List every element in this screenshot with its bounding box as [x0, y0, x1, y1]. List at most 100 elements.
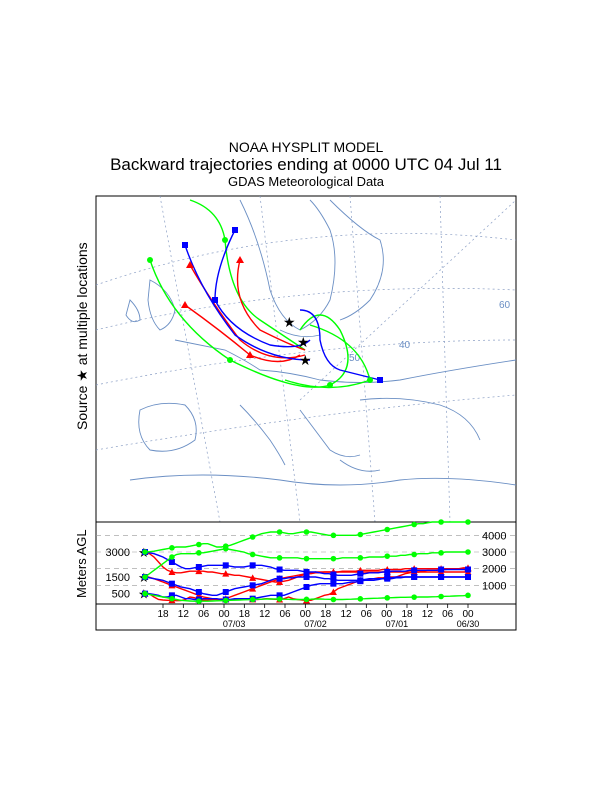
- y-tick-label: 4000: [482, 530, 506, 542]
- x-tick-label: 18: [157, 609, 169, 620]
- y-tick-label: 2000: [482, 564, 506, 576]
- series-point: [195, 567, 203, 575]
- series-point: [249, 582, 256, 589]
- series-point: [276, 529, 283, 535]
- series-lines: [141, 519, 472, 604]
- series-point: [357, 577, 364, 584]
- green-marker: [222, 237, 228, 243]
- x-tick-label: 12: [422, 609, 434, 620]
- series-point: [330, 532, 337, 539]
- green-marker: [327, 382, 333, 388]
- x-ticks: 18 12 06 00 18 12 06 00 18 12 06 00 18 12 06 00: [157, 604, 474, 620]
- series-point: [438, 550, 444, 556]
- source-star-icon: ★: [299, 353, 312, 369]
- grid-line: [95, 288, 517, 331]
- series-point: [411, 574, 418, 580]
- series-point: [249, 562, 256, 569]
- map-grid-label: 50: [349, 353, 361, 364]
- series-point: [196, 541, 202, 548]
- green-marker: [227, 357, 233, 363]
- series-point: [465, 574, 471, 580]
- x-tick-label: 12: [340, 609, 352, 620]
- series-point: [438, 574, 445, 580]
- source-height-label: 500: [112, 589, 130, 601]
- grid-line: [439, 195, 451, 523]
- series-point: [276, 596, 283, 602]
- series-point: [168, 592, 175, 599]
- x-tick-label: 18: [320, 609, 332, 620]
- red-marker: [186, 261, 194, 268]
- series-point: [411, 521, 417, 528]
- red-marker: [236, 256, 244, 263]
- green-marker: [147, 257, 153, 263]
- x-tick-label: 06: [198, 609, 210, 620]
- series-point: [142, 590, 148, 597]
- series-point: [303, 574, 310, 580]
- series-point: [249, 585, 257, 592]
- series-point: [303, 529, 310, 535]
- source-height-label: 3000: [106, 547, 130, 559]
- series-point: [142, 574, 148, 580]
- series-point: [438, 593, 444, 600]
- series-point: [276, 555, 283, 561]
- green-marker: [367, 377, 373, 383]
- series-point: [276, 575, 283, 582]
- x-tick-label: 06: [442, 609, 454, 620]
- x-tick-label: 12: [259, 609, 271, 620]
- series-point: [303, 596, 310, 603]
- series-point: [411, 551, 417, 558]
- x-tick-label: 00: [218, 609, 230, 620]
- blue-trajectory: [214, 229, 311, 348]
- series-point: [357, 596, 364, 602]
- series-point: [329, 588, 337, 595]
- series-point: [384, 526, 391, 533]
- blue-marker: [212, 297, 218, 303]
- series-point: [330, 596, 337, 603]
- x-tick-label: 06: [279, 609, 291, 620]
- y-tick-label: 1000: [482, 580, 506, 592]
- date-label: 06/30: [457, 619, 480, 629]
- series-point: [411, 567, 418, 574]
- series-point: [168, 580, 175, 587]
- series-point: [384, 569, 391, 575]
- series-point: [357, 555, 364, 561]
- series-point: [222, 589, 229, 595]
- series-point: [330, 580, 337, 587]
- series-point: [169, 545, 175, 551]
- source-star-icon: ★: [283, 315, 296, 331]
- x-tick-label: 18: [239, 609, 251, 620]
- series-point: [249, 596, 256, 603]
- series-point: [169, 554, 175, 560]
- source-height-label: 1500: [106, 572, 130, 584]
- met-data-label: GDAS Meteorological Data: [227, 174, 385, 189]
- blue-marker: [377, 377, 383, 383]
- series-point: [438, 566, 445, 573]
- blue-marker: [232, 227, 238, 233]
- british-isles-outline: [147, 279, 176, 331]
- baltic-outline: [279, 329, 321, 338]
- map-graticule: [95, 195, 517, 523]
- series-point: [169, 595, 175, 602]
- series-point: [384, 553, 391, 559]
- series-point: [222, 543, 229, 549]
- x-tick-label: 06: [361, 609, 373, 620]
- balkans-outline: [299, 409, 361, 458]
- green-trajectory: [189, 199, 306, 351]
- x-tick-label: 00: [300, 609, 312, 620]
- series-point: [330, 555, 337, 562]
- mainland-outline: [174, 339, 517, 383]
- blue-trajectory: [184, 244, 311, 361]
- series-point: [465, 566, 471, 573]
- series-point: [195, 589, 202, 595]
- aegean-outline: [339, 459, 381, 472]
- series-point: [249, 574, 257, 581]
- blue-marker: [182, 242, 188, 248]
- north-africa-outline: [129, 474, 517, 486]
- y-tick-labels: 1000 2000 3000 4000: [482, 530, 506, 592]
- date-label: 07/03: [223, 619, 246, 629]
- series-point: [222, 562, 229, 569]
- series-point: [465, 592, 471, 599]
- series-point: [465, 549, 471, 555]
- x-tick-label: 00: [381, 609, 393, 620]
